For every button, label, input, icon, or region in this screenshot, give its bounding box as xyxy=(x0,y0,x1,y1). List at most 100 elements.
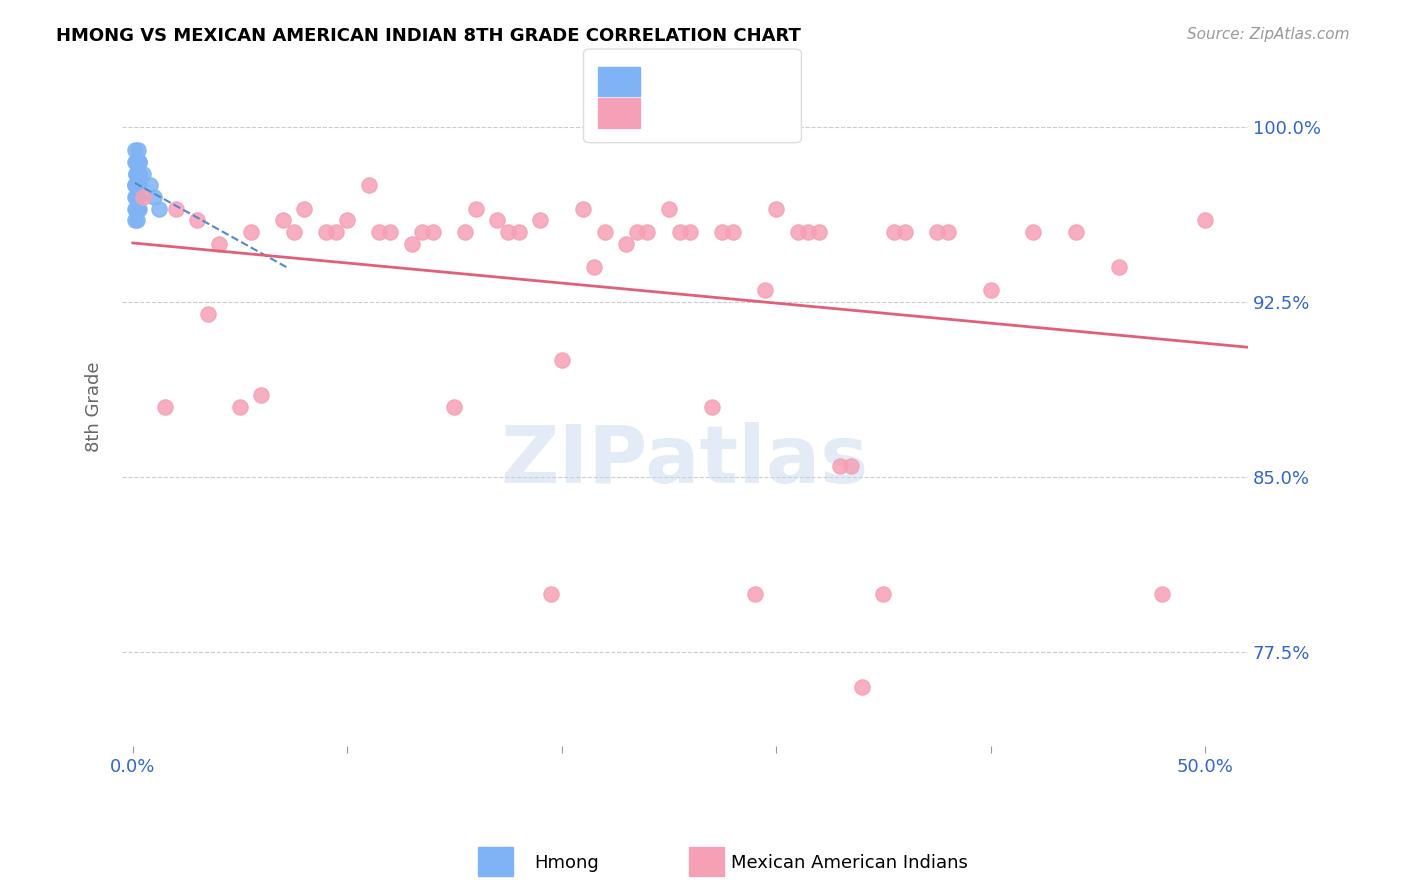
Text: N =: N = xyxy=(731,71,770,89)
Mexican American Indians xyxy=(550,353,572,368)
Mexican American Indians xyxy=(1108,260,1130,274)
Mexican American Indians xyxy=(165,202,187,216)
Mexican American Indians xyxy=(239,225,262,239)
Hmong xyxy=(124,143,146,157)
Mexican American Indians xyxy=(582,260,605,274)
Text: Source: ZipAtlas.com: Source: ZipAtlas.com xyxy=(1187,27,1350,42)
Hmong xyxy=(148,202,170,216)
Text: HMONG VS MEXICAN AMERICAN INDIAN 8TH GRADE CORRELATION CHART: HMONG VS MEXICAN AMERICAN INDIAN 8TH GRA… xyxy=(56,27,801,45)
Mexican American Indians xyxy=(250,388,273,402)
Text: N =: N = xyxy=(731,103,770,120)
Hmong xyxy=(143,190,166,204)
Mexican American Indians xyxy=(721,225,744,239)
Mexican American Indians xyxy=(754,284,776,298)
Mexican American Indians xyxy=(378,225,401,239)
Mexican American Indians xyxy=(336,213,359,227)
Mexican American Indians xyxy=(464,202,486,216)
Mexican American Indians xyxy=(830,458,852,473)
Mexican American Indians xyxy=(443,400,465,414)
Hmong xyxy=(125,178,148,193)
Mexican American Indians xyxy=(508,225,530,239)
Hmong xyxy=(128,202,150,216)
Text: 0.149: 0.149 xyxy=(679,71,731,89)
Mexican American Indians xyxy=(679,225,702,239)
Mexican American Indians xyxy=(529,213,551,227)
Hmong xyxy=(127,190,149,204)
Text: 0.377: 0.377 xyxy=(679,103,733,120)
Mexican American Indians xyxy=(765,202,787,216)
Hmong xyxy=(125,155,148,169)
Hmong xyxy=(125,178,148,193)
Mexican American Indians xyxy=(786,225,808,239)
Mexican American Indians xyxy=(839,458,862,473)
Hmong xyxy=(127,202,149,216)
Hmong xyxy=(124,213,146,227)
Mexican American Indians xyxy=(540,587,562,601)
Mexican American Indians xyxy=(593,225,616,239)
Hmong xyxy=(125,190,148,204)
Text: 38: 38 xyxy=(759,71,782,89)
Hmong xyxy=(124,190,146,204)
Mexican American Indians xyxy=(797,225,820,239)
Mexican American Indians xyxy=(315,225,337,239)
Y-axis label: 8th Grade: 8th Grade xyxy=(86,362,103,452)
Text: Hmong: Hmong xyxy=(534,854,599,871)
Hmong xyxy=(128,178,150,193)
Mexican American Indians xyxy=(979,284,1001,298)
Hmong xyxy=(124,155,146,169)
Mexican American Indians xyxy=(626,225,648,239)
Mexican American Indians xyxy=(207,236,229,251)
Hmong xyxy=(132,167,155,181)
Mexican American Indians xyxy=(893,225,915,239)
Text: R =: R = xyxy=(647,71,685,89)
Hmong xyxy=(125,178,148,193)
Text: Mexican American Indians: Mexican American Indians xyxy=(731,854,967,871)
Mexican American Indians xyxy=(1064,225,1087,239)
Mexican American Indians xyxy=(1022,225,1045,239)
Mexican American Indians xyxy=(132,190,155,204)
Hmong xyxy=(124,178,146,193)
Mexican American Indians xyxy=(614,236,637,251)
Hmong xyxy=(128,167,150,181)
Mexican American Indians xyxy=(744,587,766,601)
Mexican American Indians xyxy=(357,178,380,193)
Hmong xyxy=(139,178,162,193)
Mexican American Indians xyxy=(197,307,219,321)
Mexican American Indians xyxy=(186,213,208,227)
Hmong xyxy=(125,167,148,181)
Mexican American Indians xyxy=(454,225,477,239)
Mexican American Indians xyxy=(658,202,681,216)
Mexican American Indians xyxy=(872,587,894,601)
Mexican American Indians xyxy=(368,225,391,239)
Mexican American Indians xyxy=(283,225,305,239)
Hmong xyxy=(125,178,148,193)
Mexican American Indians xyxy=(411,225,433,239)
Mexican American Indians xyxy=(496,225,519,239)
Mexican American Indians xyxy=(711,225,734,239)
Mexican American Indians xyxy=(668,225,690,239)
Mexican American Indians xyxy=(153,400,176,414)
Hmong xyxy=(125,178,148,193)
Mexican American Indians xyxy=(636,225,658,239)
Mexican American Indians xyxy=(271,213,294,227)
Mexican American Indians xyxy=(807,225,830,239)
Hmong xyxy=(128,167,150,181)
Mexican American Indians xyxy=(700,400,723,414)
Mexican American Indians xyxy=(572,202,595,216)
Text: 62: 62 xyxy=(759,103,782,120)
Mexican American Indians xyxy=(229,400,252,414)
Mexican American Indians xyxy=(401,236,423,251)
Text: R =: R = xyxy=(647,103,685,120)
Hmong xyxy=(127,190,149,204)
Hmong xyxy=(127,167,149,181)
Hmong xyxy=(128,155,150,169)
Hmong xyxy=(128,155,150,169)
Mexican American Indians xyxy=(851,681,873,695)
Hmong xyxy=(127,143,149,157)
Text: ZIPatlas: ZIPatlas xyxy=(501,422,869,500)
Hmong xyxy=(125,202,148,216)
Hmong xyxy=(125,213,148,227)
Hmong xyxy=(124,178,146,193)
Mexican American Indians xyxy=(883,225,905,239)
Hmong xyxy=(125,190,148,204)
